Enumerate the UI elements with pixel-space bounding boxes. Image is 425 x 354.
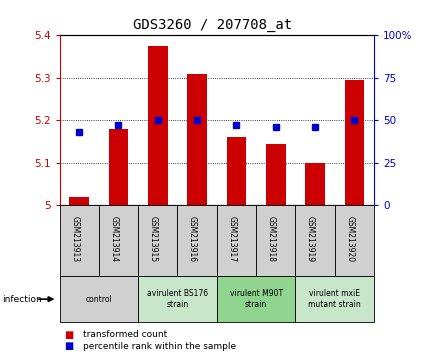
Text: GSM213915: GSM213915 (149, 216, 158, 262)
Bar (217, 276, 295, 322)
Bar (178, 205, 217, 276)
Bar (335, 205, 374, 276)
Bar (60, 276, 138, 322)
Text: GSM213918: GSM213918 (267, 216, 276, 262)
Text: GDS3260 / 207708_at: GDS3260 / 207708_at (133, 18, 292, 32)
Text: GSM213919: GSM213919 (306, 216, 315, 262)
Bar (109, 129, 128, 205)
Bar (305, 163, 325, 205)
Bar (227, 137, 246, 205)
Text: percentile rank within the sample: percentile rank within the sample (83, 342, 236, 351)
Text: avirulent BS176
strain: avirulent BS176 strain (147, 290, 208, 309)
Text: transformed count: transformed count (83, 330, 167, 339)
Text: infection: infection (2, 295, 42, 304)
Text: virulent M90T
strain: virulent M90T strain (230, 290, 283, 309)
Bar (138, 276, 217, 322)
Bar (60, 205, 99, 276)
Bar (148, 46, 167, 205)
Bar (266, 144, 286, 205)
Bar (295, 276, 374, 322)
Text: GSM213920: GSM213920 (346, 216, 354, 262)
Text: GSM213917: GSM213917 (227, 216, 236, 262)
Text: control: control (85, 295, 112, 304)
Bar (69, 197, 89, 205)
Text: GSM213916: GSM213916 (188, 216, 197, 262)
Text: virulent mxiE
mutant strain: virulent mxiE mutant strain (308, 290, 361, 309)
Text: ■: ■ (64, 341, 73, 351)
Bar (187, 74, 207, 205)
Bar (256, 205, 295, 276)
Bar (138, 205, 178, 276)
Bar (345, 80, 364, 205)
Bar (99, 205, 138, 276)
Bar (295, 205, 335, 276)
Bar (217, 205, 256, 276)
Text: ■: ■ (64, 330, 73, 339)
Text: GSM213913: GSM213913 (70, 216, 79, 262)
Text: GSM213914: GSM213914 (110, 216, 119, 262)
